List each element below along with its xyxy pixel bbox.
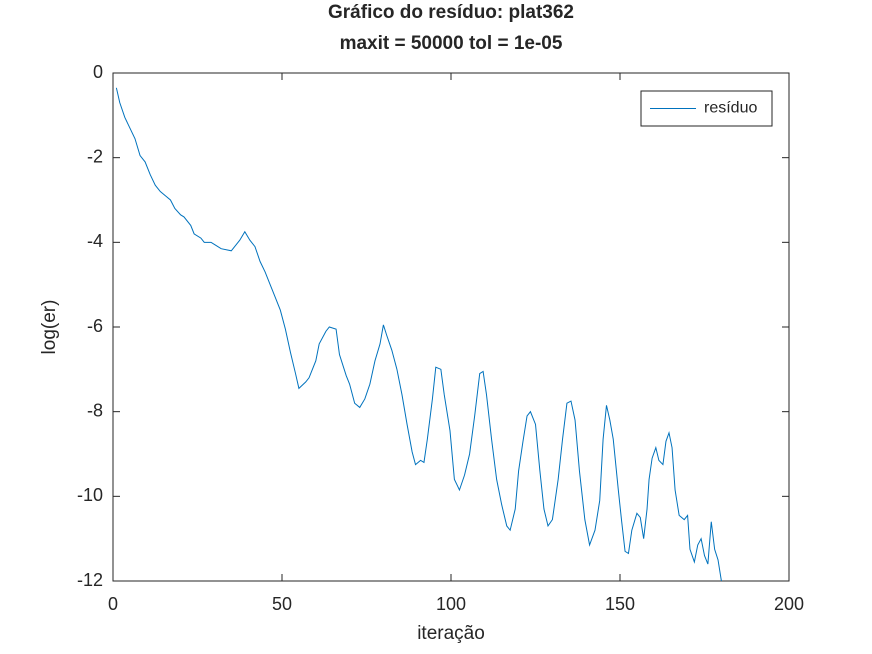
y-axis-label: log(er): [39, 300, 60, 355]
y-tick-label: -12: [77, 570, 103, 590]
y-tick-label: -2: [87, 146, 103, 166]
chart-subtitle: maxit = 50000 tol = 1e-05: [340, 33, 563, 54]
chart-title: Gráfico do resíduo: plat362: [328, 2, 574, 23]
legend-label: resíduo: [704, 100, 757, 117]
x-tick-label: 0: [108, 594, 118, 614]
y-tick-label: -8: [87, 400, 103, 420]
plot-area: [112, 72, 790, 582]
x-tick-label: 150: [605, 594, 635, 614]
x-tick-label: 50: [272, 594, 292, 614]
x-axis-label: iteração: [417, 623, 485, 644]
x-tick-label: 200: [774, 594, 804, 614]
y-tick-label: 0: [93, 62, 103, 82]
y-tick-label: -6: [87, 316, 103, 336]
x-tick-label: 100: [436, 594, 466, 614]
series-line: [115, 87, 722, 582]
y-tick-label: -10: [77, 485, 103, 505]
y-tick-label: -4: [87, 231, 103, 251]
